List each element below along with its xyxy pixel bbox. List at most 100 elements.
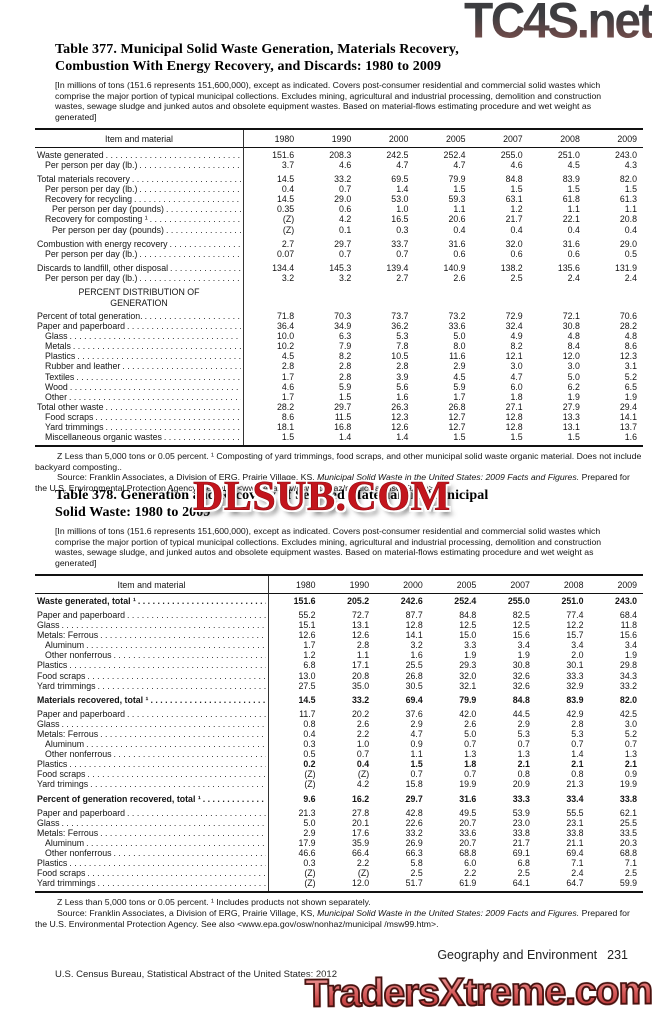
cell: 29.7 xyxy=(334,238,352,249)
cell: 46.6 xyxy=(298,848,316,859)
cell: 1.5 xyxy=(410,759,423,770)
cell: 32.6 xyxy=(512,670,530,681)
dot-leader xyxy=(164,432,241,442)
table-row: Glass 5.0 20.1 22.6 20.7 23.0 23.1 25.5 xyxy=(35,818,643,828)
dot-leader xyxy=(62,620,267,630)
cell: 72.9 xyxy=(505,311,523,321)
table-377-title-line2: Combustion With Energy Recovery, and Dis… xyxy=(55,59,442,74)
table-377-headnote: [In millions of tons (151.6 represents 1… xyxy=(55,80,602,122)
cell: 11.6 xyxy=(449,351,466,362)
cell: 1.8 xyxy=(510,391,523,402)
cell: 0.7 xyxy=(339,184,352,195)
table-row: Wood 4.6 5.9 5.6 5.9 6.0 6.2 6.5 xyxy=(35,382,643,392)
table-row: Yard trimings (Z) 4.2 15.8 19.9 20.9 21.3 19.9 xyxy=(35,779,643,789)
cell: 2.2 xyxy=(464,868,477,879)
row-label: Per person per day (pounds) xyxy=(35,225,243,235)
row-label: Paper and paperboard xyxy=(35,808,268,818)
cell: 14.1 xyxy=(405,630,423,641)
cell: 13.1 xyxy=(562,422,580,433)
row-label: Per person per day (lb.) xyxy=(35,249,243,259)
row-label: Paper and paperboard xyxy=(35,610,268,620)
cell: 3.4 xyxy=(624,640,638,651)
source-prefix: Source: Franklin Associates, a Division … xyxy=(57,472,318,483)
table-row: Metals: Ferrous 12.6 12.6 14.1 15.0 15.6 15.7 1… xyxy=(35,630,643,640)
row-label-text: Percent of total generation. xyxy=(37,311,143,321)
cell: 12.3 xyxy=(619,351,637,362)
table-row: Rubber and leather 2.8 2.8 2.8 2.9 3.0 3.0 3.1 xyxy=(35,361,643,371)
row-label-text: Miscellaneous organic wastes xyxy=(45,432,162,443)
cell: 5.3 xyxy=(396,331,409,342)
cell: 53.0 xyxy=(391,194,409,205)
cell: 8.6 xyxy=(281,411,295,422)
cell: 0.7 xyxy=(410,769,423,780)
dot-leader xyxy=(70,382,241,392)
table-row: Other nonferrous 1.2 1.1 1.6 1.9 1.9 2.0 1.9 xyxy=(35,650,643,660)
table-row: Other nonferrous 0.5 0.7 1.1 1.3 1.3 1.4 1.3 xyxy=(35,749,643,759)
row-label: Metals xyxy=(35,341,243,351)
cell: 27.1 xyxy=(505,401,523,412)
cell: 7.1 xyxy=(571,858,584,869)
dot-leader xyxy=(73,341,241,351)
cell: 73.2 xyxy=(448,311,466,321)
row-label: Per person per day (pounds) xyxy=(35,204,243,214)
cell: 29.3 xyxy=(459,660,477,671)
row-label: Food scraps xyxy=(35,412,243,422)
row-label-text: Food scraps xyxy=(37,769,86,780)
cell: 20.7 xyxy=(459,817,477,828)
cell: 2.7 xyxy=(396,272,409,283)
cell: 4.7 xyxy=(410,729,423,739)
table-row: Yard trimmings (Z) 12.0 51.7 61.9 64.1 64.7 59.… xyxy=(35,878,643,888)
row-label: Waste generated xyxy=(35,150,243,160)
cell: 59.3 xyxy=(448,194,466,205)
cell: 0.07 xyxy=(277,248,295,259)
cell: 20.3 xyxy=(619,837,638,848)
row-label: Per person per day (lb.) xyxy=(35,273,243,283)
cell: 2.8 xyxy=(571,718,584,729)
column-header-2000: 2000 xyxy=(403,579,423,590)
cell: 2.5 xyxy=(510,272,523,283)
row-label-text: Materials recovered, total ¹ xyxy=(37,694,149,705)
cell: 66.4 xyxy=(352,848,370,859)
row-label: Rubber and leather xyxy=(35,361,243,371)
cell: 2.9 xyxy=(303,827,316,838)
row-label-text: Food scraps xyxy=(37,670,86,681)
cell: 15.7 xyxy=(566,630,584,641)
cell: 68.8 xyxy=(619,848,638,859)
table-row: Aluminum 0.3 1.0 0.9 0.7 0.7 0.7 0.7 xyxy=(35,739,643,749)
cell: 134.4 xyxy=(272,262,295,273)
row-label: Yard trimmings xyxy=(35,878,268,888)
cell: 32.0 xyxy=(459,670,477,681)
cell: 0.3 xyxy=(303,858,316,869)
cell: 2.2 xyxy=(356,729,370,739)
dot-leader xyxy=(170,239,241,249)
cell: 1.9 xyxy=(464,650,477,661)
source-italic-title: Municipal Solid Waste in the United Stat… xyxy=(317,472,580,483)
dot-leader xyxy=(166,204,241,214)
cell: 28.2 xyxy=(619,321,637,332)
cell: 2.8 xyxy=(281,361,295,372)
cell: 31.6 xyxy=(562,238,580,249)
cell: 15.1 xyxy=(298,620,316,631)
cell: 0.7 xyxy=(571,739,584,750)
dot-leader xyxy=(98,681,267,691)
cell: 8.6 xyxy=(624,341,637,352)
dot-leader xyxy=(86,838,266,848)
cell: 1.7 xyxy=(281,391,295,402)
cell: 27.9 xyxy=(562,401,580,412)
cell: 1.2 xyxy=(303,650,316,661)
cell: 2.7 xyxy=(281,238,295,249)
source-credit: U.S. Census Bureau, Statistical Abstract… xyxy=(55,969,337,980)
table-row: Glass 0.8 2.6 2.9 2.6 2.9 2.8 3.0 xyxy=(35,719,643,729)
cell: 2.8 xyxy=(356,640,370,651)
dot-leader xyxy=(203,794,266,804)
cell: (Z) xyxy=(357,769,370,780)
column-header-2009: 2009 xyxy=(617,133,637,144)
cell: 3.4 xyxy=(517,640,530,651)
cell: 79.9 xyxy=(459,694,477,705)
cell: 25.5 xyxy=(405,660,423,671)
cell: 83.9 xyxy=(562,174,580,185)
cell: 243.0 xyxy=(614,149,637,160)
cell: 8.2 xyxy=(510,341,523,352)
cell: 22.1 xyxy=(562,214,580,225)
table-row: Per person per day (pounds) 0.35 0.6 1.0 1.1… xyxy=(35,204,643,214)
